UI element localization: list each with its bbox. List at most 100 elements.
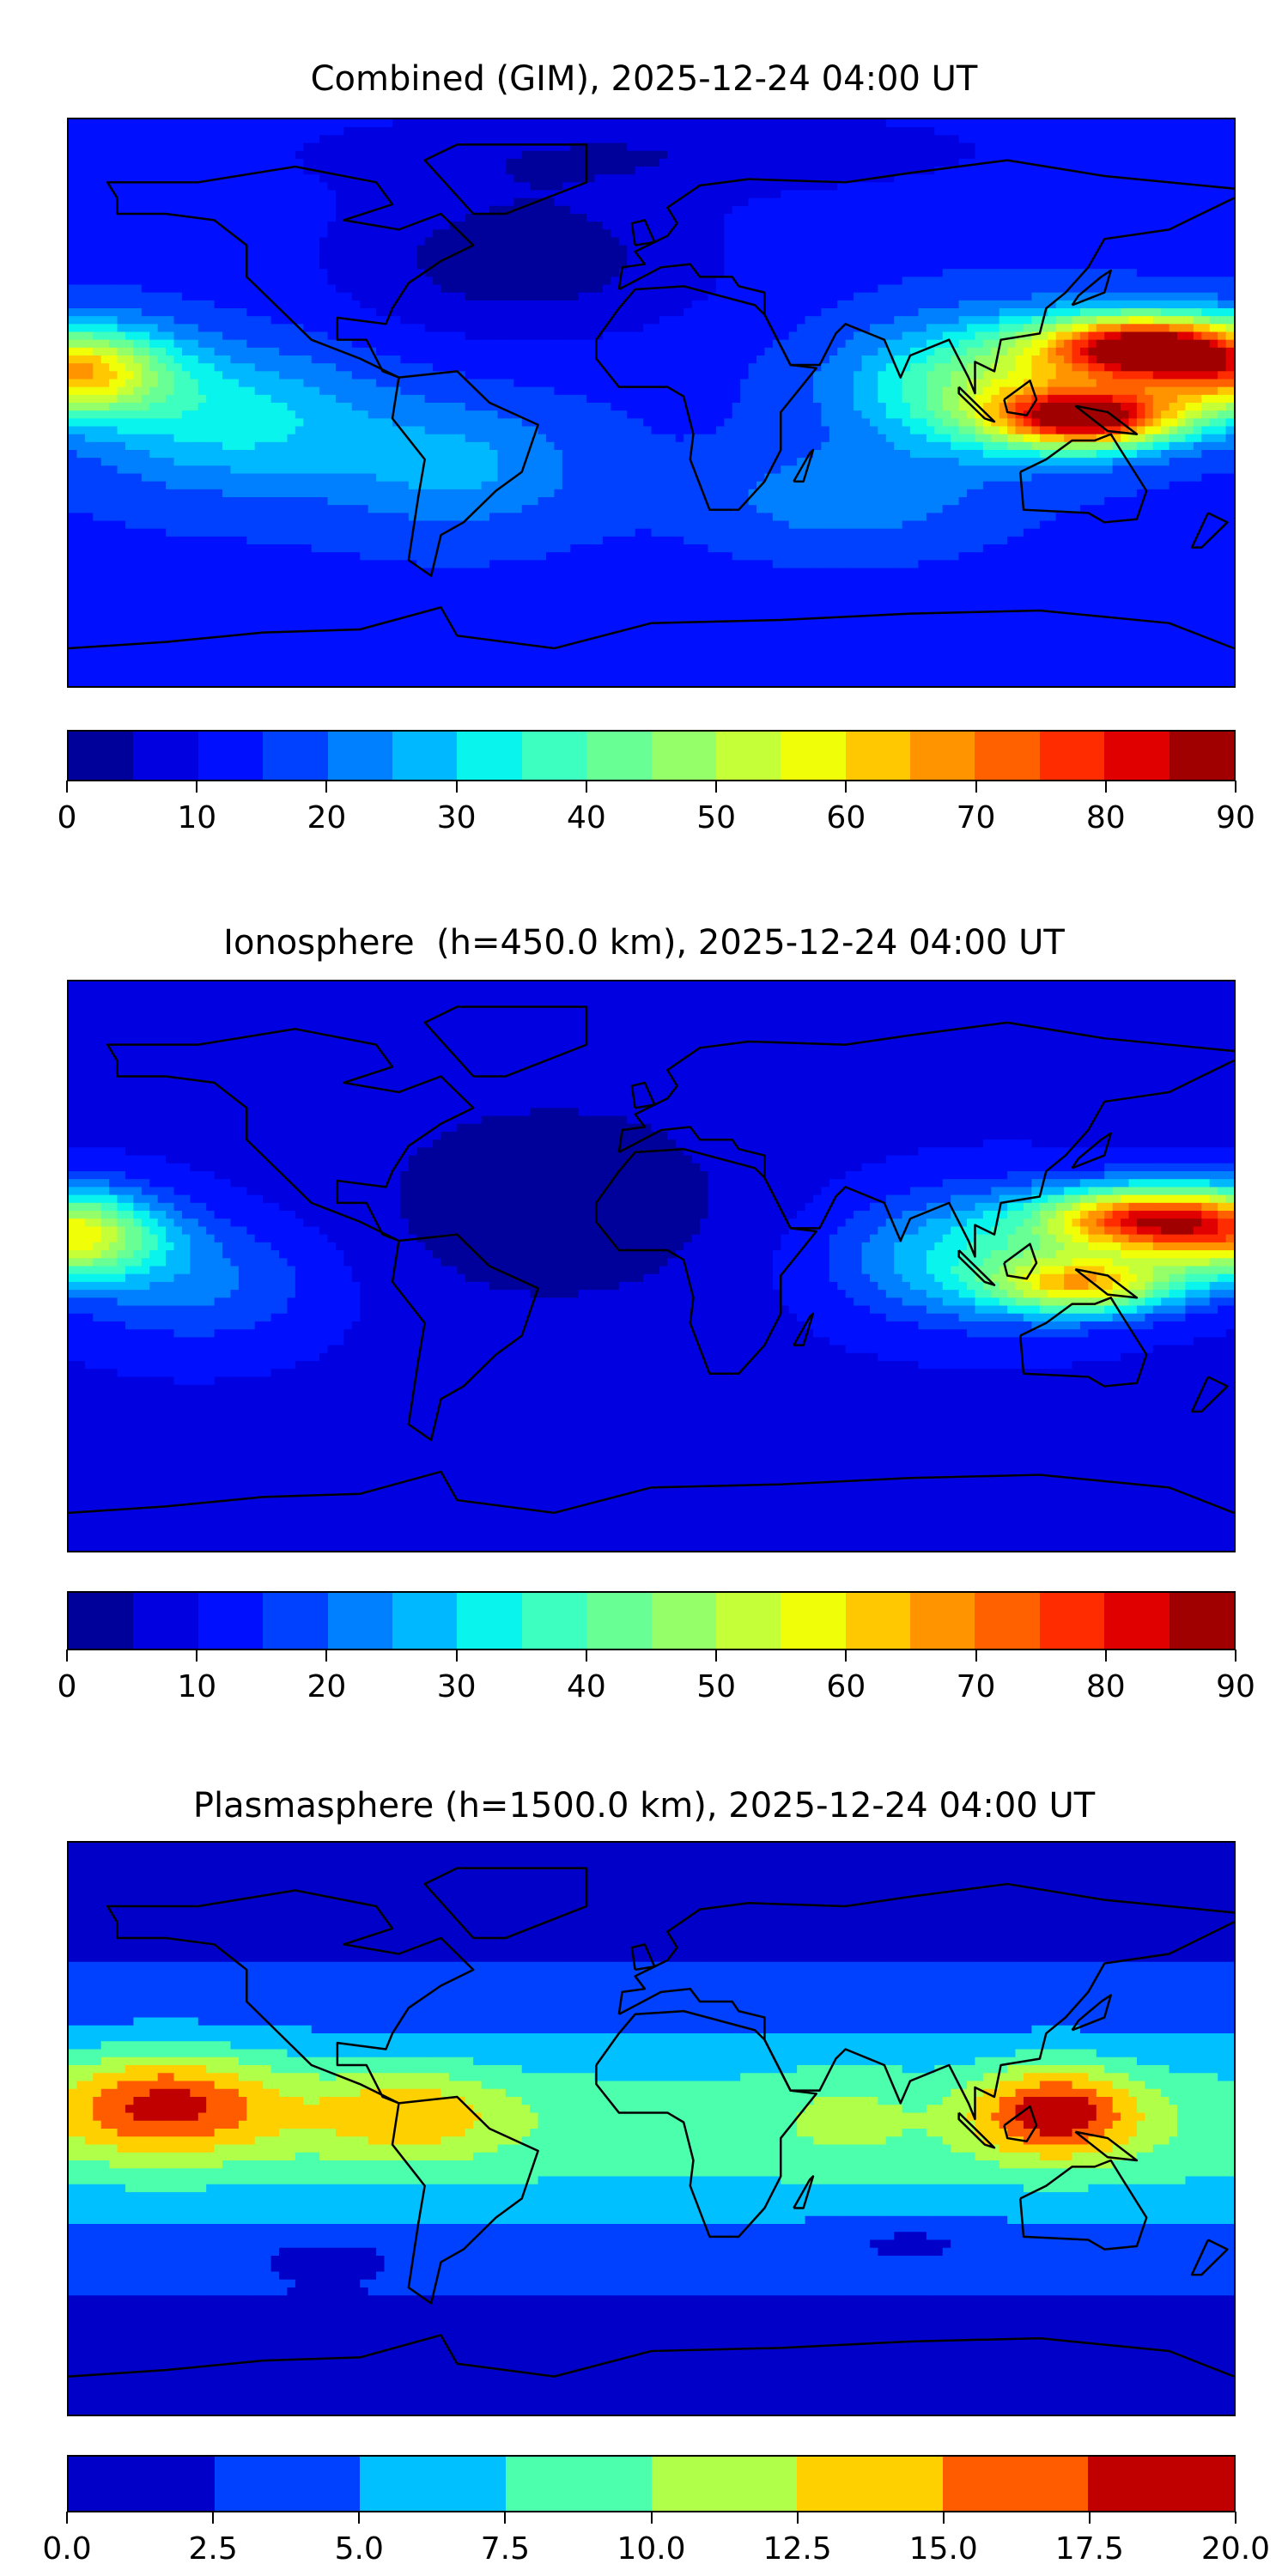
contour-cell bbox=[715, 261, 725, 270]
contour-cell bbox=[157, 269, 167, 277]
contour-cell bbox=[683, 135, 693, 144]
contour-cell bbox=[854, 229, 863, 239]
contour-cell bbox=[1079, 331, 1089, 341]
contour-cell bbox=[691, 167, 701, 175]
contour-cell bbox=[1128, 237, 1138, 246]
contour-cell bbox=[1048, 182, 1057, 191]
contour-cell bbox=[190, 339, 199, 349]
contour-cell bbox=[246, 355, 256, 364]
contour-cell bbox=[400, 213, 410, 222]
contour-cell bbox=[1136, 135, 1145, 144]
contour-cell bbox=[424, 261, 434, 270]
contour-cell bbox=[805, 143, 814, 152]
contour-cell bbox=[181, 222, 191, 230]
contour-cell bbox=[651, 167, 660, 175]
contour-cell bbox=[1177, 371, 1187, 380]
contour-cell bbox=[651, 245, 660, 254]
contour-cell bbox=[1128, 379, 1138, 388]
contour-cell bbox=[538, 386, 547, 396]
contour-cell bbox=[440, 222, 450, 230]
contour-cell bbox=[1007, 355, 1017, 364]
contour-cell bbox=[133, 135, 143, 144]
contour-cell bbox=[708, 347, 717, 356]
contour-cell bbox=[708, 324, 717, 333]
contour-cell bbox=[530, 237, 539, 246]
contour-cell bbox=[732, 276, 741, 286]
contour-cell bbox=[894, 222, 903, 230]
contour-cell bbox=[166, 182, 175, 191]
contour-cell bbox=[100, 339, 110, 349]
contour-cell bbox=[683, 386, 693, 396]
contour-cell bbox=[117, 276, 126, 286]
contour-cell bbox=[618, 182, 628, 191]
contour-cell bbox=[505, 269, 514, 277]
contour-cell bbox=[109, 135, 118, 144]
contour-cell bbox=[433, 316, 442, 325]
contour-cell bbox=[918, 339, 927, 349]
contour-cell bbox=[934, 355, 944, 364]
contour-cell bbox=[465, 174, 474, 183]
contour-cell bbox=[440, 174, 450, 183]
contour-cell bbox=[651, 252, 660, 262]
contour-cell bbox=[1152, 300, 1162, 309]
contour-cell bbox=[951, 245, 960, 254]
contour-cell bbox=[319, 371, 329, 380]
contour-cell bbox=[125, 252, 134, 262]
contour-cell bbox=[117, 324, 126, 333]
contour-cell bbox=[230, 174, 240, 183]
contour-cell bbox=[384, 245, 393, 254]
contour-cell bbox=[473, 119, 483, 128]
contour-cell bbox=[845, 119, 854, 128]
contour-cell bbox=[1096, 190, 1105, 199]
contour-cell bbox=[1121, 331, 1130, 341]
contour-cell bbox=[756, 355, 766, 364]
contour-cell bbox=[497, 363, 507, 372]
contour-cell bbox=[214, 363, 223, 372]
contour-cell bbox=[448, 229, 458, 239]
contour-cell bbox=[975, 316, 984, 325]
contour-cell bbox=[384, 127, 393, 136]
contour-cell bbox=[319, 292, 329, 301]
contour-cell bbox=[829, 324, 838, 333]
contour-cell bbox=[351, 229, 361, 239]
contour-cell bbox=[1169, 331, 1178, 341]
contour-cell bbox=[1104, 284, 1114, 294]
contour-cell bbox=[93, 379, 102, 388]
contour-cell bbox=[951, 331, 960, 341]
contour-cell bbox=[1209, 308, 1218, 317]
contour-cell bbox=[732, 205, 741, 215]
contour-cell bbox=[1039, 213, 1048, 222]
contour-cell bbox=[222, 324, 232, 333]
contour-cell bbox=[206, 213, 216, 222]
contour-cell bbox=[748, 363, 757, 372]
contour-cell bbox=[821, 292, 830, 301]
contour-cell bbox=[748, 379, 757, 388]
contour-cell bbox=[173, 386, 183, 396]
contour-cell bbox=[190, 276, 199, 286]
contour-cell bbox=[1193, 363, 1202, 372]
contour-cell bbox=[878, 158, 887, 167]
contour-cell bbox=[999, 119, 1008, 128]
contour-cell bbox=[1104, 237, 1114, 246]
contour-cell bbox=[805, 167, 814, 175]
contour-cell bbox=[732, 229, 741, 239]
contour-cell bbox=[319, 269, 329, 277]
contour-cell bbox=[586, 150, 596, 160]
contour-cell bbox=[554, 213, 563, 222]
contour-cell bbox=[360, 237, 369, 246]
contour-cell bbox=[206, 197, 216, 207]
contour-cell bbox=[400, 339, 410, 349]
contour-cell bbox=[724, 252, 733, 262]
contour-cell bbox=[133, 371, 143, 380]
contour-cell bbox=[999, 252, 1008, 262]
contour-cell bbox=[117, 245, 126, 254]
contour-cell bbox=[433, 371, 442, 380]
contour-cell bbox=[197, 347, 207, 356]
contour-cell bbox=[797, 316, 806, 325]
contour-cell bbox=[343, 331, 353, 341]
contour-cell bbox=[724, 237, 733, 246]
contour-cell bbox=[691, 222, 701, 230]
contour-cell bbox=[489, 252, 499, 262]
contour-cell bbox=[287, 379, 296, 388]
contour-cell bbox=[967, 261, 976, 270]
